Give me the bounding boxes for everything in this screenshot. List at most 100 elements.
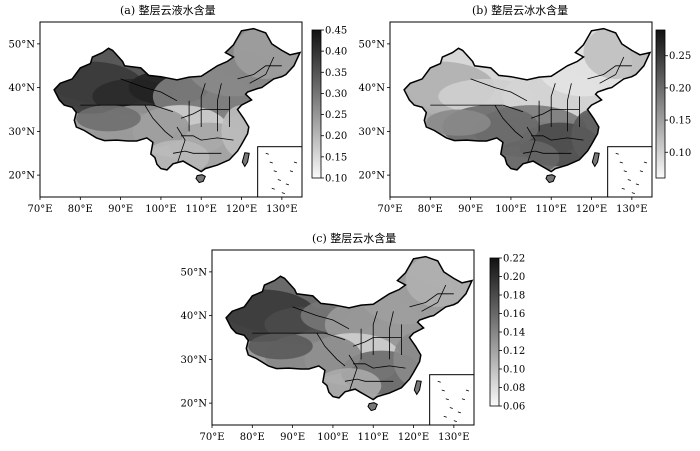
y-tick-label: 50°N	[359, 39, 386, 50]
country-border	[225, 255, 474, 401]
inset-dash	[623, 170, 627, 173]
province-border	[176, 126, 186, 165]
panel-b: (b) 整层云冰水含量 70°E 80°E 90°E 100°E 110°E 120°E 1…	[350, 0, 700, 230]
inset-dash	[461, 398, 466, 401]
province-border	[421, 284, 447, 312]
inset-dash	[271, 187, 275, 190]
x-tick-label: 90°E	[108, 204, 133, 215]
province-border	[217, 83, 222, 132]
province-border	[550, 83, 556, 127]
province-border	[200, 83, 206, 127]
inset-dash	[615, 152, 619, 155]
province-border	[348, 354, 358, 393]
inset-dash	[635, 183, 640, 186]
panel-a-title: (a) 整层云液水含量	[120, 4, 216, 17]
province-border	[430, 104, 524, 113]
inset-dash	[619, 161, 623, 164]
taiwan-island	[413, 380, 422, 396]
x-tick-label: 110°E	[358, 432, 389, 443]
province-border	[409, 293, 454, 308]
panel-c-inset	[429, 374, 475, 426]
colorbar-tick-label: 0.45	[325, 26, 347, 37]
country-border	[403, 27, 652, 173]
shade-region	[248, 333, 313, 360]
province-border	[249, 56, 275, 84]
inset-dash	[281, 192, 285, 195]
colorbar-tick-label: 0.10	[669, 148, 691, 159]
colorbar-tick-label: 0.18	[503, 291, 525, 302]
colorbar-tick-label: 0.25	[325, 110, 347, 121]
y-tick-label: 40°N	[9, 83, 36, 94]
panel-b-colorbar: 0.25 0.20 0.15 0.10	[655, 29, 691, 179]
panel-c-title: (c) 整层云水含量	[312, 232, 397, 245]
colorbar-tick-label: 0.14	[503, 328, 525, 339]
colorbar-tick-label: 0.25	[669, 51, 691, 62]
x-tick-label: 100°E	[317, 432, 348, 443]
inset-dash	[631, 192, 635, 195]
colorbar-tick-label: 0.20	[669, 83, 691, 94]
x-tick-label: 80°E	[68, 204, 93, 215]
y-tick-label: 30°N	[181, 355, 208, 366]
x-tick-label: 120°E	[398, 432, 429, 443]
inset-box	[257, 146, 303, 198]
inset-dash	[457, 411, 462, 414]
colorbar-tick-label: 0.40	[325, 47, 347, 58]
inset-box	[429, 374, 475, 426]
colorbar-tick-label: 0.10	[503, 365, 525, 376]
y-tick-label: 20°N	[9, 171, 36, 182]
inset-dash	[269, 161, 273, 164]
colorbar-tick-label: 0.20	[325, 131, 347, 142]
inset-dash	[437, 380, 441, 383]
inset-dash	[273, 170, 277, 173]
province-border	[144, 104, 174, 139]
colorbar-tick-label: 0.22	[503, 254, 525, 265]
colorbar-tick-label: 0.06	[503, 402, 525, 413]
panel-a-ticks: 70°E 80°E 90°E 100°E 110°E 120°E 130°E 50°N 40°N…	[9, 39, 298, 215]
x-tick-label: 80°E	[418, 204, 443, 215]
inset-dash	[627, 179, 631, 181]
country-border	[53, 27, 302, 173]
y-tick-label: 20°N	[359, 171, 386, 182]
shade-region	[76, 105, 141, 132]
province-border	[316, 332, 346, 367]
province-border	[80, 104, 174, 113]
province-border	[372, 311, 378, 355]
x-tick-label: 130°E	[266, 204, 297, 215]
inset-dash	[449, 407, 453, 409]
x-tick-label: 120°E	[576, 204, 607, 215]
taiwan-island	[591, 152, 600, 168]
x-tick-label: 70°E	[377, 204, 402, 215]
inset-dash	[293, 161, 298, 164]
x-tick-label: 100°E	[145, 204, 176, 215]
x-tick-label: 110°E	[186, 204, 217, 215]
hainan-island	[367, 402, 378, 412]
colorbar-tick-label: 0.15	[669, 116, 691, 127]
province-border	[292, 306, 350, 330]
x-tick-label: 90°E	[458, 204, 483, 215]
shade-region	[426, 109, 491, 136]
panel-c-ticks: 70°E 80°E 90°E 100°E 110°E 120°E 130°E 50°N 40°N…	[181, 267, 470, 443]
panel-c-land	[225, 255, 474, 412]
inset-dash	[285, 183, 290, 186]
province-border	[567, 83, 572, 132]
panel-a-colorbar: 0.45 0.40 0.35 0.30 0.25 0.20 0.15 0.10	[311, 26, 347, 185]
x-tick-label: 70°E	[199, 432, 224, 443]
province-border	[120, 78, 178, 102]
colorbar-tick-label: 0.15	[325, 152, 347, 163]
y-tick-label: 50°N	[181, 267, 208, 278]
inset-dash	[639, 170, 644, 173]
province-border	[470, 78, 528, 102]
province-border	[599, 56, 625, 84]
y-tick-label: 20°N	[181, 399, 208, 410]
x-tick-label: 130°E	[616, 204, 647, 215]
panel-c-colorbar: 0.22 0.20 0.18 0.16 0.14 0.12 0.10 0.08 0.06	[489, 254, 525, 413]
province-border	[237, 65, 282, 80]
colorbar-tick-label: 0.08	[503, 383, 525, 394]
province-border	[531, 135, 584, 141]
inset-dash	[443, 415, 447, 418]
x-tick-label: 110°E	[536, 204, 567, 215]
hainan-island	[195, 174, 206, 184]
inset-dash	[453, 420, 457, 423]
x-tick-label: 80°E	[240, 432, 265, 443]
panel-a-map: 70°E 80°E 90°E 100°E 110°E 120°E 130°E 50°N 40°N…	[9, 21, 303, 215]
